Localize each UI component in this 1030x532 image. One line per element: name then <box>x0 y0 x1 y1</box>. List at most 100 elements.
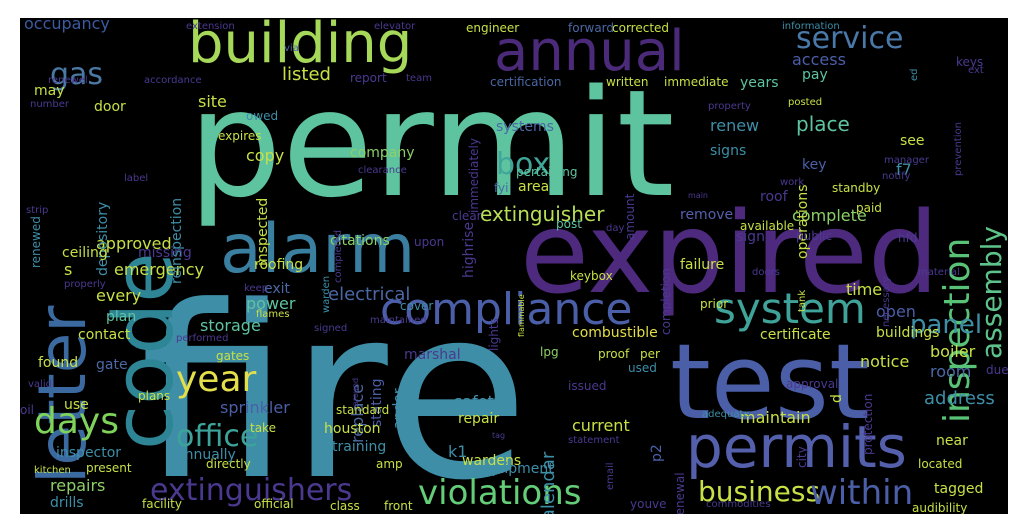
word-youve: youve <box>630 497 667 511</box>
word-lpg: lpg <box>540 345 559 359</box>
word-operations: operations <box>795 184 811 259</box>
word-sprinkler: sprinkler <box>220 398 290 417</box>
word-permit: permit <box>188 58 675 230</box>
word-place: place <box>796 112 850 136</box>
word-company: company <box>350 145 415 161</box>
word-f7: f7 <box>896 160 912 179</box>
word-necessary: necessary <box>881 276 892 327</box>
word-signs: signs <box>710 143 747 159</box>
word-take: take <box>250 421 276 435</box>
word-property: property <box>708 101 751 112</box>
word-training: training <box>332 439 387 455</box>
word-k1: k1 <box>448 442 468 461</box>
word-extension: extension <box>186 21 235 32</box>
word-signed: signed <box>314 323 348 334</box>
word-standard: standard <box>336 403 390 417</box>
word-inspected: inspected <box>255 197 271 266</box>
word-fyi: fyi <box>494 181 509 195</box>
word-pay: pay <box>802 67 828 83</box>
word-storage: storage <box>200 316 261 335</box>
word-issued: issued <box>568 379 607 393</box>
word-current: current <box>572 416 630 435</box>
word-access: access <box>792 50 846 69</box>
word-certificate: certificate <box>760 327 831 343</box>
word-engineer: engineer <box>466 21 520 35</box>
word-audibility: audibility <box>912 501 968 514</box>
word-listed: listed <box>282 64 331 85</box>
word-renewal: renewal <box>673 472 687 514</box>
word-number: number <box>30 99 70 110</box>
word-prior: prior <box>700 297 729 311</box>
word-use: use <box>64 397 89 413</box>
word-s: s <box>64 260 73 279</box>
word-open: open <box>876 302 916 321</box>
word-elevator: elevator <box>374 21 416 32</box>
word-plan: plan <box>106 309 137 325</box>
word-prevention: prevention <box>953 122 964 176</box>
word-maintained: maintained <box>370 315 427 326</box>
word-warden: warden <box>321 275 332 313</box>
word-compliance: compliance <box>380 284 633 335</box>
word-day: day <box>606 223 625 234</box>
word-forward: forward <box>568 21 615 35</box>
word-fire: fire <box>140 256 529 514</box>
word-oil: oil <box>20 403 35 417</box>
word-site: site <box>198 92 227 111</box>
word-public: public <box>796 229 833 243</box>
word-kitchen: kitchen <box>34 465 71 476</box>
word-violations: violations <box>418 473 582 513</box>
word-report: report <box>350 71 387 85</box>
word-boiler: boiler <box>930 342 976 361</box>
word-area: area <box>518 179 550 195</box>
word-ceiling: ceiling <box>62 245 108 261</box>
word-within: within <box>810 473 914 513</box>
word-missing: missing <box>138 245 192 261</box>
word-near: near <box>936 433 968 449</box>
word-p2: p2 <box>649 444 665 462</box>
word-immediately: immediately <box>467 138 481 213</box>
word-statement: statement <box>568 435 620 446</box>
word-emergency: emergency <box>114 260 204 279</box>
word-power: power <box>246 294 296 313</box>
word-door: door <box>94 99 126 115</box>
word-extinguisher: extinguisher <box>480 202 605 226</box>
word-class: class <box>330 499 360 513</box>
word-room: room <box>930 362 972 381</box>
word-highrise: highrise <box>461 221 477 278</box>
word-gates: gates <box>216 349 250 363</box>
word-keep: keep <box>244 283 269 294</box>
word-corrected: corrected <box>612 21 670 35</box>
word-drills: drills <box>50 495 84 511</box>
word-year: year <box>176 359 257 400</box>
word-cloud: permit fire expired test code letter alarm buil… <box>20 18 1008 514</box>
word-gate: gate <box>96 357 128 373</box>
word-repair: repair <box>458 411 500 427</box>
word-reinspection: reinspection <box>169 197 185 284</box>
word-annually: annually <box>176 447 236 463</box>
word-tag: tag <box>492 431 506 440</box>
word-business: business <box>698 475 821 508</box>
word-standby: standby <box>832 181 881 195</box>
word-citations: citations <box>330 233 390 249</box>
word-every: every <box>96 286 142 305</box>
word-years: years <box>740 75 779 91</box>
word-marshal: marshal <box>404 347 461 363</box>
word-plans: plans <box>138 389 171 403</box>
word-failure: failure <box>680 257 725 273</box>
word-per: per <box>640 347 660 361</box>
word-lights: lights <box>487 318 501 351</box>
word-wardens: wardens <box>462 453 522 469</box>
word-inspector: inspector <box>56 445 122 461</box>
word-time: time <box>846 280 883 299</box>
word-present: present <box>86 461 132 475</box>
word-hfd: hfd <box>898 231 918 245</box>
word-assembly: assembly <box>975 226 1008 359</box>
word-city: city <box>795 446 809 468</box>
word-notice: notice <box>860 352 910 371</box>
word-notify: notify <box>882 171 911 182</box>
word-electrical: electrical <box>328 284 411 305</box>
word-immediate: immediate <box>664 75 729 89</box>
word-written: written <box>606 75 649 89</box>
word-andor: andor <box>391 388 407 429</box>
word-remove: remove <box>680 207 734 223</box>
